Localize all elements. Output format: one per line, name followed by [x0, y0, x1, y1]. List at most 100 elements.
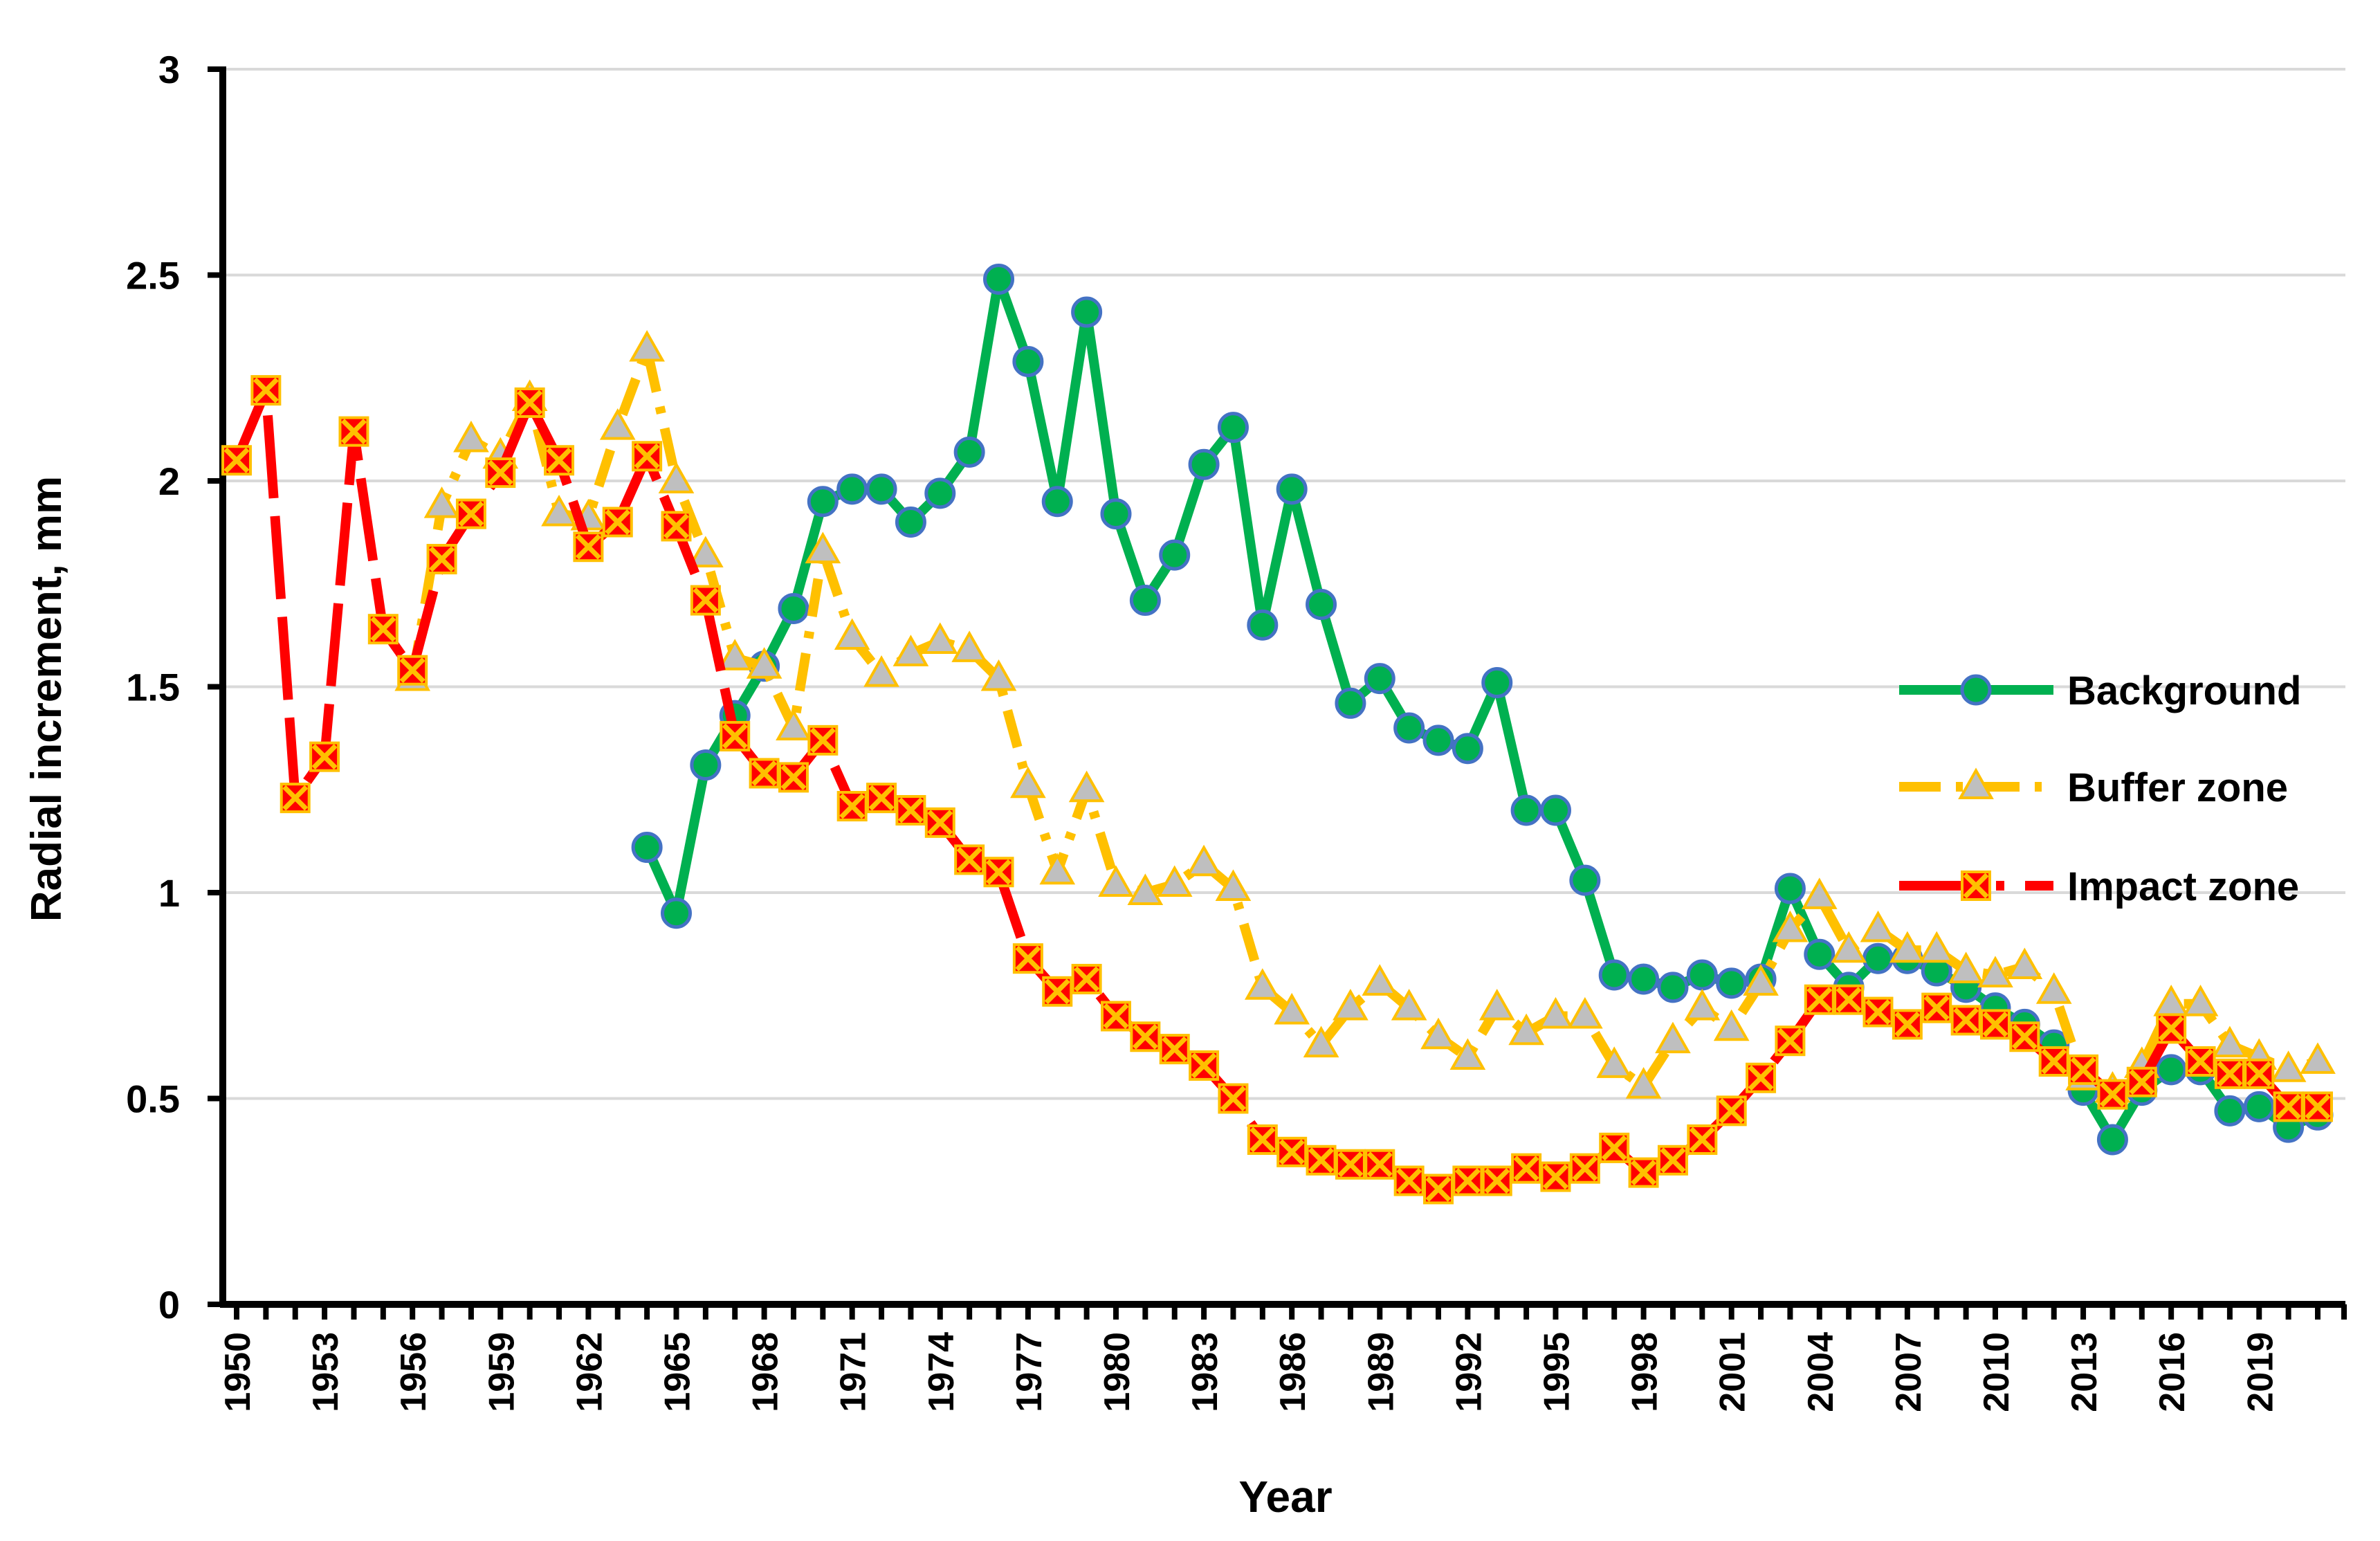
- background-point: [924, 477, 956, 509]
- marker-cross: [2305, 1093, 2331, 1120]
- impact-zone-point: [1657, 1145, 1688, 1176]
- impact-zone-point: [1071, 963, 1102, 994]
- impact-zone-point: [1569, 1153, 1600, 1184]
- x-tick-label: 1956: [394, 1332, 434, 1412]
- marker-cross: [986, 859, 1012, 885]
- impact-zone-point: [1921, 992, 1952, 1023]
- impact-zone-point: [749, 758, 780, 789]
- marker-cross: [1308, 1147, 1335, 1174]
- impact-zone-point: [2009, 1021, 2040, 1052]
- y-tick-label: 1.5: [126, 666, 180, 709]
- buffer-zone-point: [1977, 956, 2013, 987]
- marker-cross: [605, 509, 631, 535]
- buffer-zone-point: [658, 462, 695, 493]
- marker-cross: [839, 793, 866, 819]
- marker-cross: [429, 546, 455, 572]
- buffer-zone-point: [1860, 910, 1896, 942]
- background-point: [953, 436, 985, 468]
- y-tick-label: 3: [158, 48, 180, 91]
- marker-cross: [2246, 1061, 2272, 1087]
- buffer-zone-point: [1274, 992, 1310, 1025]
- background-point: [1247, 609, 1279, 641]
- buffer-zone-point: [1684, 988, 1721, 1021]
- y-axis-title: Radial increment, mm: [23, 476, 71, 922]
- impact-zone-point: [397, 655, 428, 686]
- x-tick-label: 2007: [1889, 1332, 1929, 1412]
- impact-zone-point: [1100, 1001, 1131, 1032]
- impact-zone-point: [1628, 1157, 1659, 1188]
- buffer-zone-point: [776, 709, 812, 740]
- impact-zone-point: [1159, 1034, 1190, 1065]
- buffer-zone-point: [1713, 1009, 1750, 1041]
- marker-cross: [1337, 1151, 1364, 1178]
- background-point: [1306, 589, 1337, 620]
- impact-zone-point: [1042, 976, 1073, 1007]
- impact-zone-point: [1393, 1165, 1425, 1196]
- marker-cross: [2158, 1015, 2184, 1041]
- marker-cross: [1777, 1028, 1803, 1054]
- background-point: [1335, 687, 1366, 719]
- buffer-zone-point: [863, 655, 899, 687]
- marker-cross: [2070, 1057, 2096, 1083]
- background-point: [1041, 486, 1073, 518]
- impact-zone-point: [1540, 1161, 1571, 1192]
- impact-zone-point: [895, 795, 926, 826]
- background-point: [895, 507, 926, 538]
- marker-cross: [1982, 1011, 2008, 1037]
- background-point: [631, 832, 663, 864]
- series-group: [221, 263, 2336, 1205]
- buffer-zone-point: [541, 494, 577, 527]
- background-point: [1452, 733, 1483, 765]
- buffer-zone-point: [1333, 988, 1368, 1021]
- marker-cross: [2099, 1082, 2125, 1108]
- impact-zone-point: [221, 445, 252, 476]
- buffer-zone-point: [1215, 869, 1252, 902]
- background-point: [836, 473, 868, 505]
- buffer-zone-point: [892, 635, 929, 666]
- background-point: [1364, 663, 1395, 695]
- background-point: [2096, 1124, 2128, 1156]
- y-tick-label: 2.5: [126, 254, 180, 298]
- background-point: [1129, 585, 1161, 617]
- marker-cross: [1963, 873, 1989, 899]
- marker-cross: [722, 723, 748, 749]
- marker-cross: [1631, 1160, 1657, 1186]
- x-tick-label: 1962: [569, 1332, 610, 1412]
- background-point: [778, 592, 809, 624]
- impact-zone-point: [367, 614, 399, 645]
- buffer-zone-point: [980, 659, 1017, 691]
- background-point: [1628, 963, 1660, 995]
- impact-zone-point: [954, 844, 985, 875]
- buffer-zone-point: [1449, 1038, 1486, 1070]
- impact-zone-point: [2126, 1066, 2157, 1097]
- buffer-zone-point: [717, 639, 753, 671]
- x-tick-label: 2010: [1977, 1332, 2017, 1412]
- marker-cross: [1601, 1135, 1627, 1161]
- buffer-zone-point: [1303, 1025, 1339, 1058]
- marker-cross: [458, 501, 484, 527]
- background-point: [1071, 296, 1103, 328]
- background-point: [1481, 667, 1513, 699]
- marker-cross: [1484, 1168, 1510, 1194]
- buffer-zone-point: [1801, 877, 1838, 909]
- marker-cross: [2217, 1061, 2243, 1087]
- buffer-zone-point: [1655, 1021, 1691, 1054]
- x-tick-label: 2004: [1801, 1332, 1841, 1412]
- marker-cross: [780, 764, 807, 790]
- buffer-zone-point: [1625, 1067, 1662, 1099]
- marker-cross: [2011, 1023, 2038, 1050]
- impact-zone-point: [1306, 1145, 1337, 1176]
- background-point: [1598, 959, 1630, 991]
- marker-cross: [311, 744, 338, 770]
- impact-zone-point: [924, 807, 955, 838]
- impact-zone-point: [455, 498, 486, 529]
- background-point: [807, 486, 839, 518]
- x-tick-label: 2013: [2065, 1332, 2105, 1412]
- marker-cross: [546, 447, 572, 473]
- marker-cross: [1543, 1164, 1568, 1190]
- buffer-zone-point: [1156, 865, 1193, 897]
- impact-zone-point: [2068, 1054, 2099, 1085]
- impact-zone-point: [1423, 1174, 1454, 1205]
- impact-zone-point: [866, 783, 897, 814]
- buffer-zone-point: [951, 630, 987, 662]
